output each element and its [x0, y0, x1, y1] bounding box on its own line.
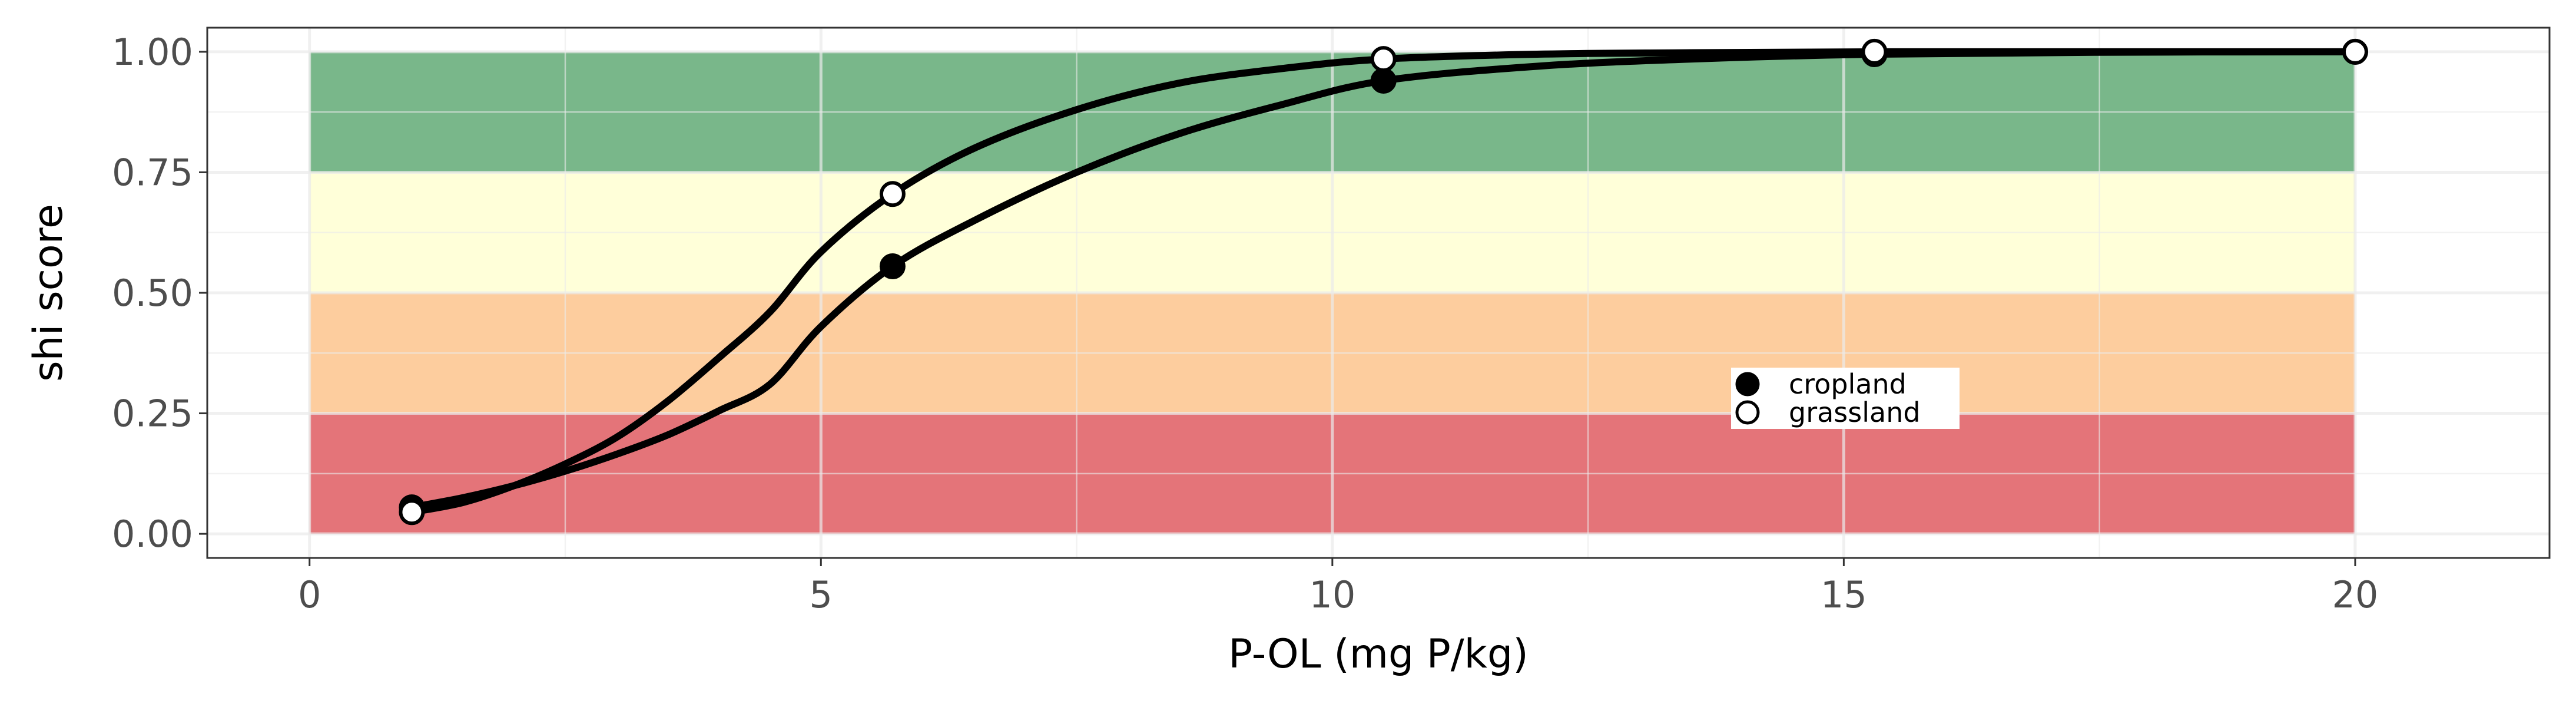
y-tick-label: 0.50 [112, 272, 193, 315]
legend-key-cropland [1735, 372, 1760, 397]
y-tick-label: 0.25 [112, 392, 193, 435]
y-axis: 0.00 0.25 0.50 0.75 1.00 [112, 31, 207, 556]
series-layer [399, 38, 2368, 526]
x-tick-label: 5 [810, 573, 833, 616]
x-axis: 0 5 10 15 20 [298, 558, 2378, 616]
x-axis-title: P-OL (mg P/kg) [1228, 631, 1529, 678]
x-tick-label: 15 [1821, 573, 1867, 616]
x-tick-label: 20 [2332, 573, 2378, 616]
grassland-curve [408, 48, 2359, 516]
legend-key-grassland [1735, 400, 1760, 425]
x-tick-label: 0 [298, 573, 321, 616]
y-tick-label: 0.00 [112, 513, 193, 556]
grassland-point [879, 181, 906, 207]
grassland-point [2342, 38, 2368, 65]
grassland-point [399, 499, 425, 526]
y-tick-label: 1.00 [112, 31, 193, 74]
y-axis-title: shi score [25, 204, 72, 382]
cropland-point [1370, 68, 1397, 94]
legend-label-cropland: cropland [1789, 368, 1907, 400]
x-tick-label: 10 [1309, 573, 1355, 616]
legend-box [1731, 368, 1960, 429]
y-tick-label: 0.75 [112, 151, 193, 194]
cropland-point [879, 253, 906, 279]
legend-label-grassland: grassland [1789, 397, 1921, 428]
grassland-point [1370, 46, 1397, 72]
grassland-point [1861, 38, 1888, 65]
